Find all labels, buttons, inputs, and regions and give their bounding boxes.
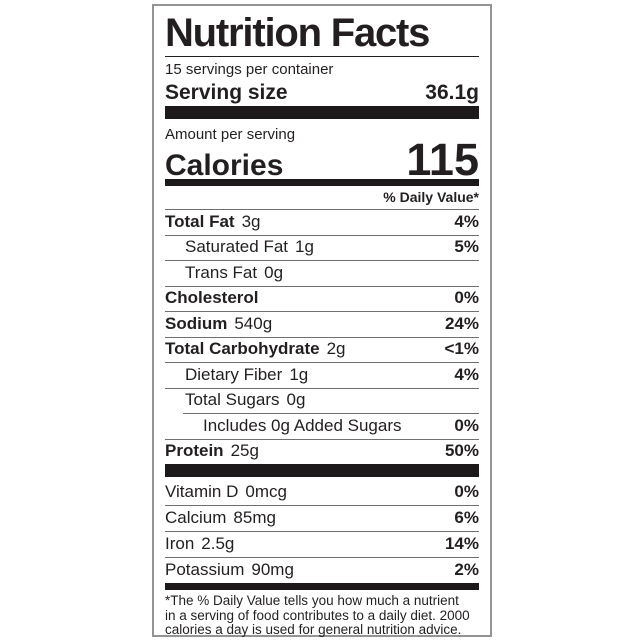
serving-size-value: 36.1g	[425, 81, 479, 104]
servings-per-container: 15 servings per container	[165, 61, 334, 78]
nutrient-row-added-sugars: Includes 0g Added Sugars 0%	[165, 413, 479, 439]
nutrient-name: Saturated Fat	[185, 237, 289, 257]
nutrient-row-sodium: Sodium 540g 24%	[165, 311, 479, 337]
nutrient-row-total-sugars: Total Sugars 0g	[165, 387, 479, 414]
nutrient-name: Cholesterol	[165, 288, 259, 308]
nutrient-daily-value: 0%	[454, 482, 479, 501]
nutrition-facts-label: Nutrition Facts 15 servings per containe…	[152, 4, 492, 637]
nutrient-name: Dietary Fiber	[185, 364, 283, 384]
nutrient-row-potassium: Potassium 90mg 2%	[165, 557, 479, 583]
nutrient-daily-value: 2%	[454, 560, 479, 579]
medium-divider-bar	[165, 583, 479, 590]
nutrient-name: Trans Fat	[185, 262, 258, 282]
nutrient-amount: 3g	[241, 211, 261, 231]
nutrient-amount: 540g	[234, 313, 273, 333]
nutrient-amount: 0g	[286, 390, 306, 410]
label-title: Nutrition Facts	[165, 11, 430, 55]
thick-divider-bar	[165, 464, 479, 477]
nutrient-daily-value: 50%	[444, 441, 479, 461]
footnote-line: calories a day is used for general nutri…	[165, 622, 462, 637]
nutrient-daily-value: 4%	[454, 364, 479, 384]
nutrient-row-vitamin-d: Vitamin D 0mcg 0%	[165, 479, 479, 505]
nutrient-daily-value: 4%	[454, 211, 479, 231]
nutrient-daily-value: 24%	[444, 313, 479, 333]
daily-value-footnote: *The % Daily Value tells you how much a …	[165, 593, 479, 638]
nutrient-row-total-fat: Total Fat 3g 4%	[165, 209, 479, 235]
nutrient-amount: 25g	[230, 441, 259, 461]
amount-per-serving-label: Amount per serving	[165, 126, 296, 143]
nutrient-amount: 2.5g	[201, 534, 235, 553]
calories-label: Calories	[165, 149, 284, 182]
daily-value-header: % Daily Value*	[383, 189, 479, 205]
thick-divider-bar	[165, 106, 479, 119]
nutrient-daily-value: 5%	[454, 237, 479, 257]
nutrient-amount: 0g	[264, 262, 284, 282]
nutrient-amount: 2g	[326, 339, 346, 359]
nutrient-amount: 1g	[295, 237, 314, 257]
nutrient-amount: 90mg	[251, 560, 294, 579]
micronutrient-rows: Vitamin D 0mcg 0% Calcium 85mg 6% Iron 2…	[165, 479, 479, 583]
nutrient-row-trans-fat: Trans Fat 0g	[165, 260, 479, 286]
nutrient-daily-value: 6%	[454, 508, 479, 527]
serving-size-row: Serving size 36.1g	[165, 79, 479, 106]
nutrient-amount: 0mcg	[245, 482, 287, 501]
nutrient-row-protein: Protein 25g 50%	[165, 438, 479, 465]
nutrient-name: Total Carbohydrate	[165, 339, 320, 359]
nutrient-name: Vitamin D	[165, 482, 239, 501]
nutrient-amount: 85mg	[233, 508, 276, 527]
nutrient-daily-value: 0%	[454, 415, 479, 435]
footnote-line: *The % Daily Value tells you how much a …	[165, 593, 459, 608]
nutrient-row-cholesterol: Cholesterol 0%	[165, 285, 479, 312]
nutrient-daily-value: 14%	[444, 534, 479, 553]
nutrient-row-saturated-fat: Saturated Fat 1g 5%	[165, 234, 479, 261]
nutrient-name: Protein	[165, 441, 224, 461]
nutrient-name: Total Sugars	[185, 390, 280, 410]
footnote-line: in a serving of food contributes to a da…	[165, 607, 470, 623]
nutrient-row-total-carbohydrate: Total Carbohydrate 2g <1%	[165, 336, 480, 363]
nutrient-name: Calcium	[165, 508, 227, 527]
serving-size-label: Serving size	[165, 81, 288, 104]
title-divider	[165, 56, 479, 57]
nutrient-name: Total Fat	[165, 211, 235, 231]
nutrient-name: Sodium	[165, 313, 228, 333]
nutrient-rows: Total Fat 3g 4% Saturated Fat 1g 5% Tran…	[165, 209, 479, 464]
nutrient-daily-value: 0%	[454, 288, 479, 308]
nutrient-row-calcium: Calcium 85mg 6%	[165, 505, 479, 531]
calories-row: Calories 115	[165, 134, 479, 185]
nutrient-name: Includes 0g Added Sugars	[203, 415, 402, 435]
nutrient-name: Iron	[165, 534, 195, 553]
nutrient-daily-value: <1%	[444, 339, 480, 359]
medium-divider-bar	[165, 179, 479, 186]
nutrient-amount: 1g	[289, 364, 309, 384]
nutrient-row-dietary-fiber: Dietary Fiber 1g 4%	[165, 362, 479, 388]
nutrient-name: Potassium	[165, 560, 245, 579]
calories-value: 115	[406, 134, 479, 185]
nutrient-row-iron: Iron 2.5g 14%	[165, 531, 479, 557]
